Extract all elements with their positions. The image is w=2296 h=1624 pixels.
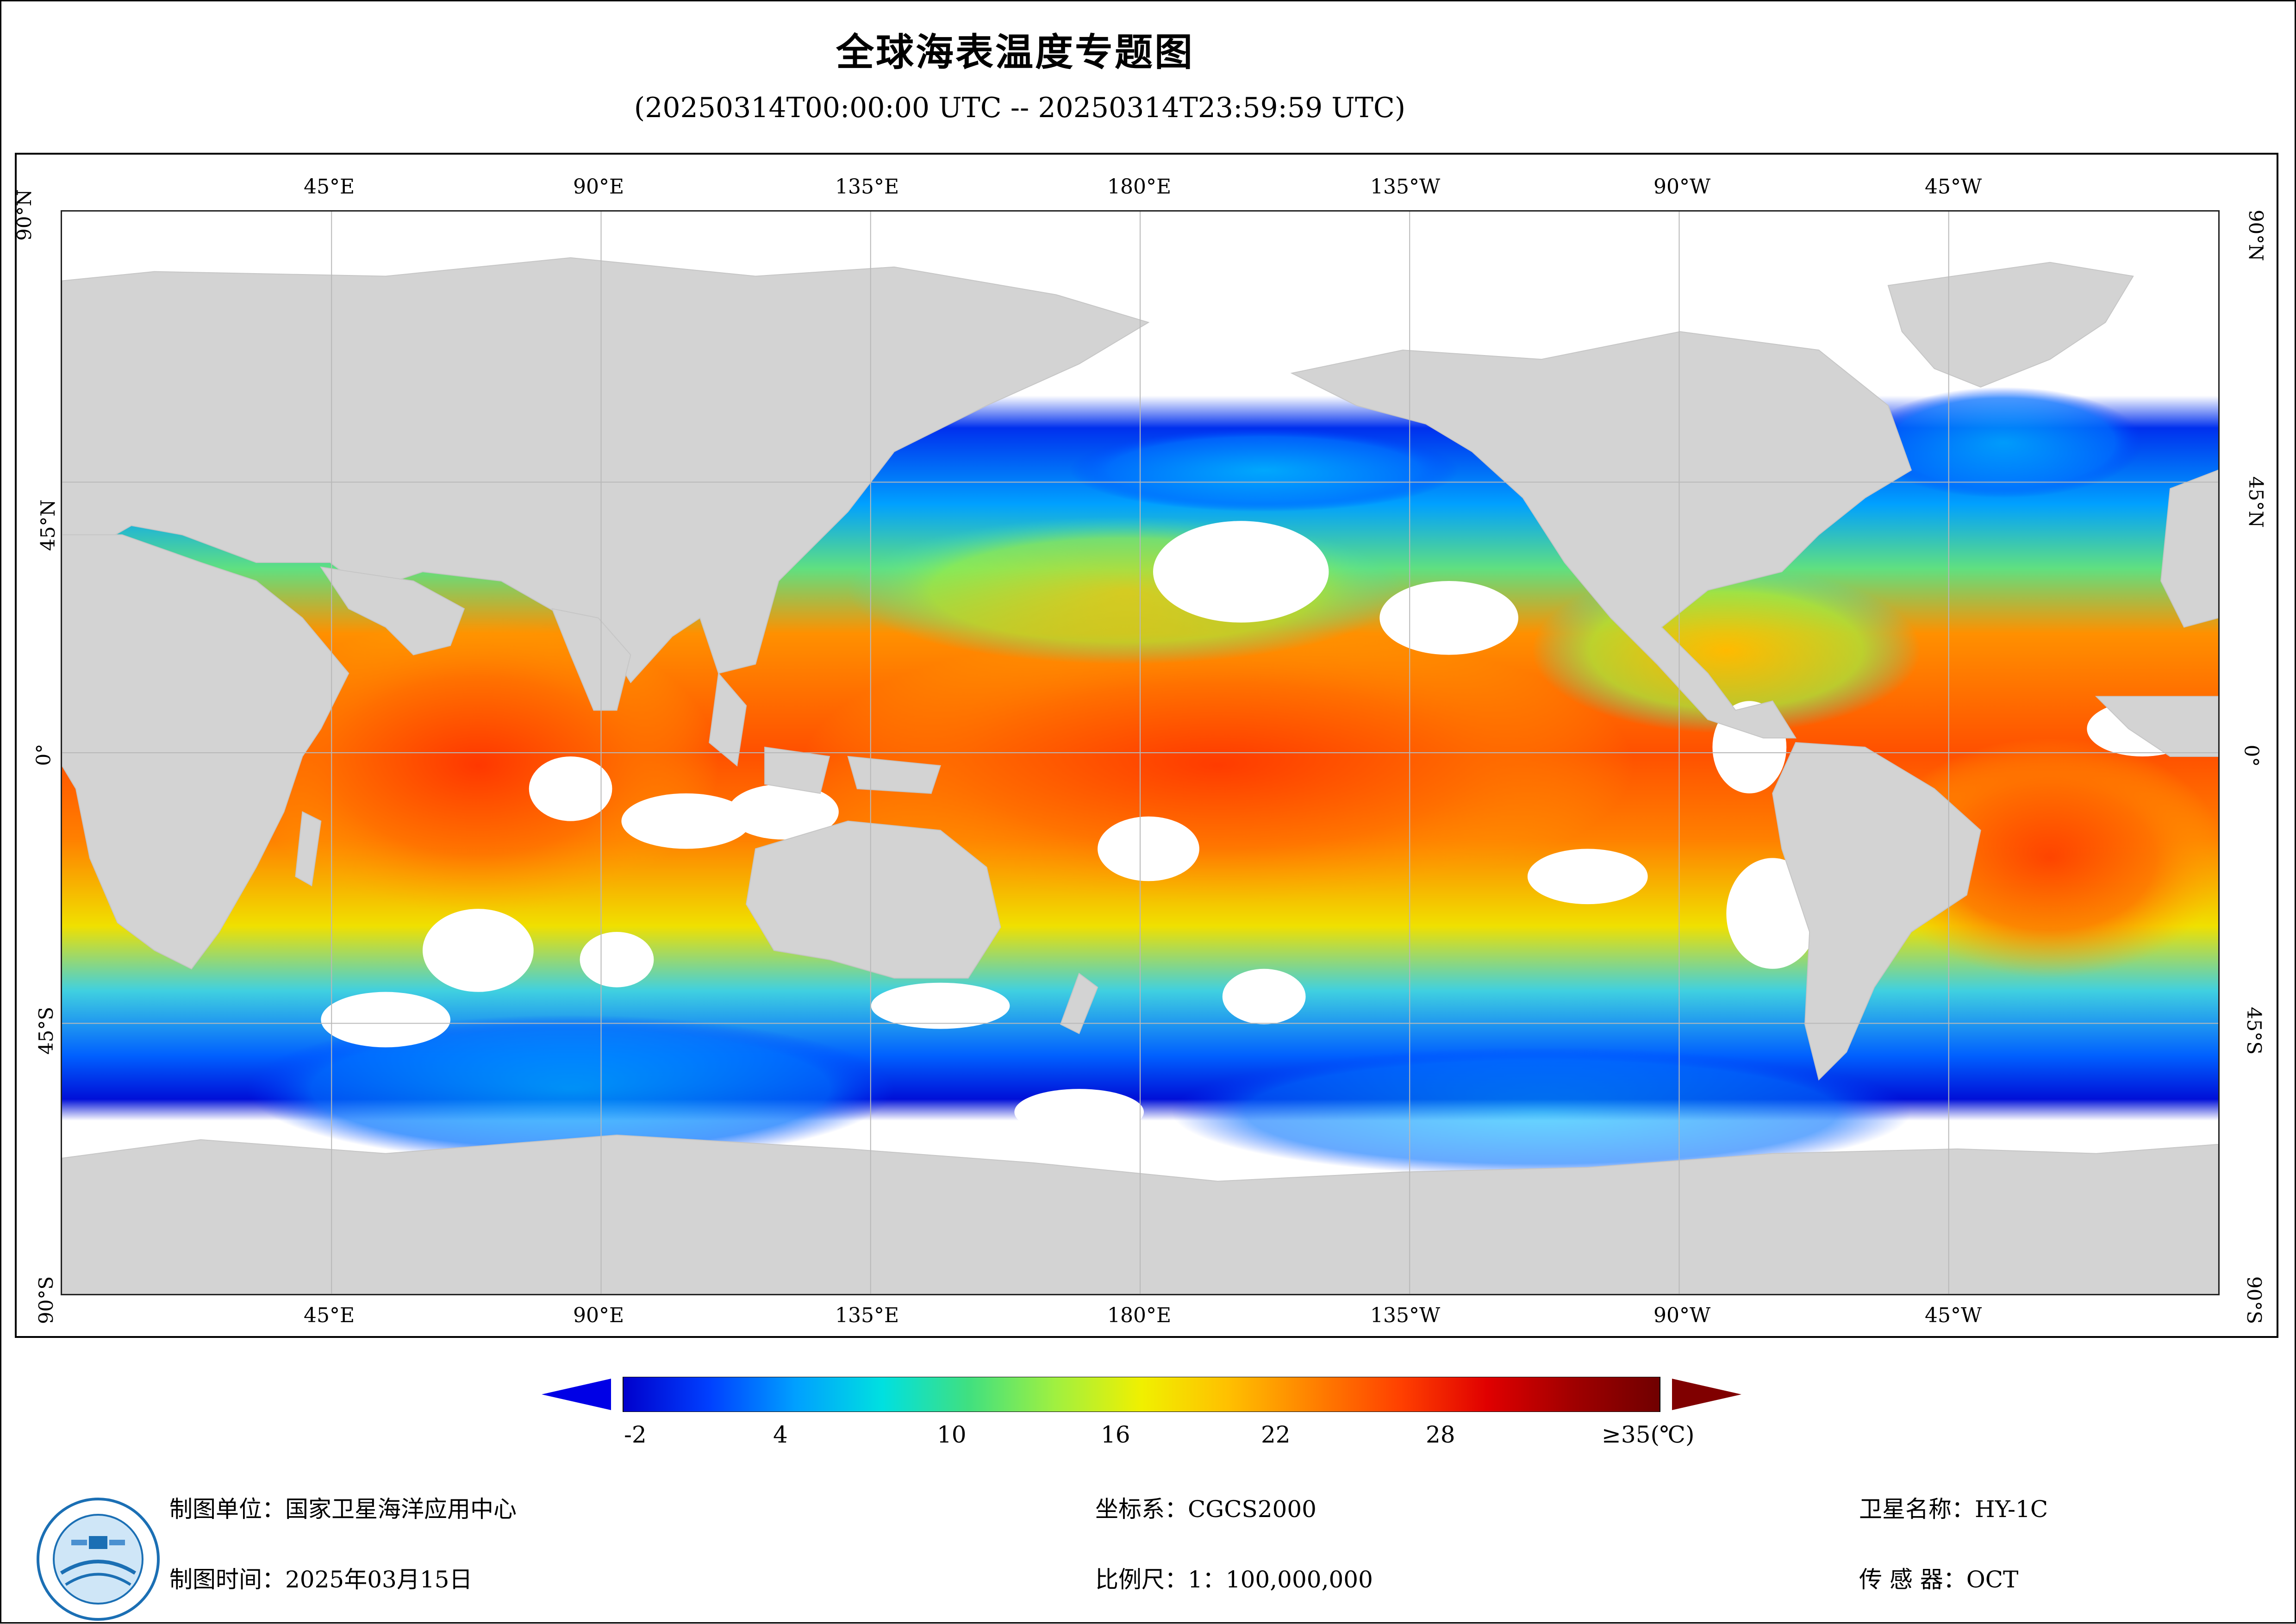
sst-map bbox=[61, 210, 2220, 1295]
lat-label-left: 90°N bbox=[13, 189, 36, 241]
colorbar-label: 10 bbox=[937, 1421, 967, 1448]
colorbar bbox=[542, 1377, 1741, 1412]
map-subtitle: (20250314T00:00:00 UTC -- 20250314T23:59… bbox=[634, 92, 1406, 124]
lat-label-left: 90°S bbox=[35, 1276, 58, 1324]
colorbar-under-arrow bbox=[542, 1379, 611, 1410]
mapping-date: 制图时间：2025年03月15日 bbox=[169, 1566, 473, 1593]
lon-label-top: 45°W bbox=[1925, 175, 1982, 199]
lon-label-bottom: 135°W bbox=[1370, 1304, 1441, 1327]
lon-label-bottom: 180°E bbox=[1107, 1304, 1172, 1327]
mapping-unit: 制图单位：国家卫星海洋应用中心 bbox=[169, 1496, 517, 1523]
lat-label-left: 0° bbox=[32, 743, 55, 766]
map-frame bbox=[15, 153, 2278, 1338]
lon-label-top: 90°E bbox=[573, 175, 624, 199]
lon-label-bottom: 135°E bbox=[835, 1304, 899, 1327]
map-scale: 比例尺：1：100,000,000 bbox=[1095, 1566, 1373, 1593]
lon-label-bottom: 45°W bbox=[1925, 1304, 1982, 1327]
lat-label-right: 90°S bbox=[2243, 1276, 2266, 1324]
sensor-name: 传 感 器：OCT bbox=[1859, 1566, 2019, 1593]
lon-label-bottom: 90°E bbox=[573, 1304, 624, 1327]
lon-label-top: 45°E bbox=[304, 175, 355, 199]
lon-label-top: 135°W bbox=[1370, 175, 1441, 199]
colorbar-label: -2 bbox=[624, 1421, 647, 1448]
map-title: 全球海表温度专题图 bbox=[836, 31, 1194, 75]
colorbar-label: ≥35(℃) bbox=[1602, 1421, 1695, 1448]
nsoas-logo bbox=[37, 1498, 160, 1621]
lat-label-left: 45°S bbox=[35, 1006, 58, 1055]
colorbar-label: 22 bbox=[1261, 1421, 1291, 1448]
lat-label-left: 45°N bbox=[37, 499, 60, 551]
colorbar-gradient bbox=[623, 1377, 1660, 1412]
no-data-patches bbox=[321, 521, 2198, 1135]
sst-map-canvas bbox=[62, 212, 2218, 1294]
coordinate-system: 坐标系：CGCS2000 bbox=[1095, 1496, 1316, 1523]
colorbar-label: 4 bbox=[773, 1421, 788, 1448]
lon-label-bottom: 90°W bbox=[1653, 1304, 1711, 1327]
colorbar-label: 28 bbox=[1426, 1421, 1455, 1448]
lon-label-top: 90°W bbox=[1653, 175, 1711, 199]
lat-label-right: 45°S bbox=[2243, 1006, 2266, 1055]
lat-label-right: 90°N bbox=[2245, 209, 2268, 262]
colorbar-over-arrow bbox=[1672, 1379, 1741, 1410]
colorbar-label: 16 bbox=[1101, 1421, 1130, 1448]
graticule bbox=[62, 212, 2218, 1294]
lon-label-top: 135°E bbox=[835, 175, 899, 199]
lat-label-right: 45°N bbox=[2245, 476, 2268, 528]
lon-label-top: 180°E bbox=[1107, 175, 1172, 199]
satellite-name: 卫星名称：HY-1C bbox=[1859, 1496, 2048, 1523]
lat-label-right: 0° bbox=[2240, 744, 2263, 767]
lon-label-bottom: 45°E bbox=[304, 1304, 355, 1327]
